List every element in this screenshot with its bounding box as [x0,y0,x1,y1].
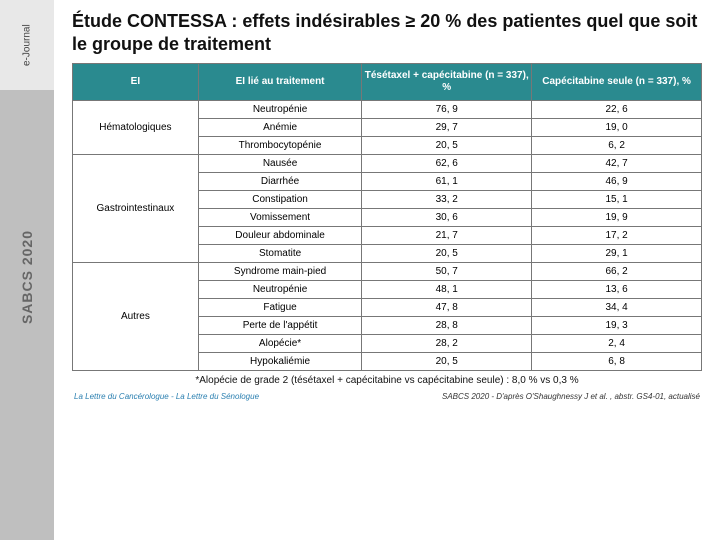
arm-b-cell: 29, 1 [532,245,702,263]
table-row: GastrointestinauxNausée62, 642, 7 [73,155,702,173]
page-title: Étude CONTESSA : effets indésirables ≥ 2… [72,10,702,55]
category-cell: Gastrointestinaux [73,155,199,263]
table-header-row: EI EI lié au traitement Tésétaxel + capé… [73,64,702,101]
arm-b-cell: 15, 1 [532,191,702,209]
footer: La Lettre du Cancérologue - La Lettre du… [72,392,702,405]
footer-left: La Lettre du Cancérologue - La Lettre du… [74,392,259,401]
table-row: HématologiquesNeutropénie76, 922, 6 [73,101,702,119]
sidebar: e-Journal SABCS 2020 [0,0,54,540]
ei-label-cell: Hypokaliémie [198,353,362,371]
ei-label-cell: Alopécie* [198,335,362,353]
arm-a-cell: 29, 7 [362,119,532,137]
ei-label-cell: Diarrhée [198,173,362,191]
category-cell: Autres [73,263,199,371]
arm-b-cell: 6, 8 [532,353,702,371]
ei-label-cell: Fatigue [198,299,362,317]
ejournal-brand: e-Journal [0,0,54,90]
ei-label-cell: Thrombocytopénie [198,137,362,155]
ei-label-cell: Neutropénie [198,101,362,119]
arm-a-cell: 20, 5 [362,137,532,155]
col-header-category: EI [73,64,199,101]
table-row: AutresSyndrome main-pied50, 766, 2 [73,263,702,281]
arm-b-cell: 17, 2 [532,227,702,245]
arm-a-cell: 47, 8 [362,299,532,317]
arm-a-cell: 28, 2 [362,335,532,353]
footer-right: SABCS 2020 - D'après O'Shaughnessy J et … [442,392,700,401]
category-cell: Hématologiques [73,101,199,155]
ei-label-cell: Syndrome main-pied [198,263,362,281]
ei-label-cell: Anémie [198,119,362,137]
ei-label-cell: Vomissement [198,209,362,227]
arm-b-cell: 22, 6 [532,101,702,119]
arm-b-cell: 6, 2 [532,137,702,155]
arm-b-cell: 2, 4 [532,335,702,353]
arm-a-cell: 33, 2 [362,191,532,209]
col-header-arm-b: Capécitabine seule (n = 337), % [532,64,702,101]
ei-label-cell: Perte de l'appétit [198,317,362,335]
ae-table: EI EI lié au traitement Tésétaxel + capé… [72,63,702,371]
arm-a-cell: 62, 6 [362,155,532,173]
ei-label-cell: Stomatite [198,245,362,263]
arm-b-cell: 13, 6 [532,281,702,299]
arm-a-cell: 61, 1 [362,173,532,191]
footnote: *Alopécie de grade 2 (tésétaxel + capéci… [72,375,702,386]
arm-b-cell: 19, 0 [532,119,702,137]
arm-b-cell: 66, 2 [532,263,702,281]
sabcs-label: SABCS 2020 [19,230,35,324]
ei-label-cell: Constipation [198,191,362,209]
arm-a-cell: 50, 7 [362,263,532,281]
arm-b-cell: 46, 9 [532,173,702,191]
arm-b-cell: 19, 9 [532,209,702,227]
arm-a-cell: 30, 6 [362,209,532,227]
arm-b-cell: 19, 3 [532,317,702,335]
arm-b-cell: 34, 4 [532,299,702,317]
arm-a-cell: 28, 8 [362,317,532,335]
col-header-arm-a: Tésétaxel + capécitabine (n = 337), % [362,64,532,101]
ei-label-cell: Neutropénie [198,281,362,299]
col-header-ei: EI lié au traitement [198,64,362,101]
arm-a-cell: 76, 9 [362,101,532,119]
main-content: Étude CONTESSA : effets indésirables ≥ 2… [54,0,720,540]
ei-label-cell: Nausée [198,155,362,173]
arm-b-cell: 42, 7 [532,155,702,173]
ei-label-cell: Douleur abdominale [198,227,362,245]
arm-a-cell: 20, 5 [362,353,532,371]
arm-a-cell: 48, 1 [362,281,532,299]
arm-a-cell: 20, 5 [362,245,532,263]
arm-a-cell: 21, 7 [362,227,532,245]
